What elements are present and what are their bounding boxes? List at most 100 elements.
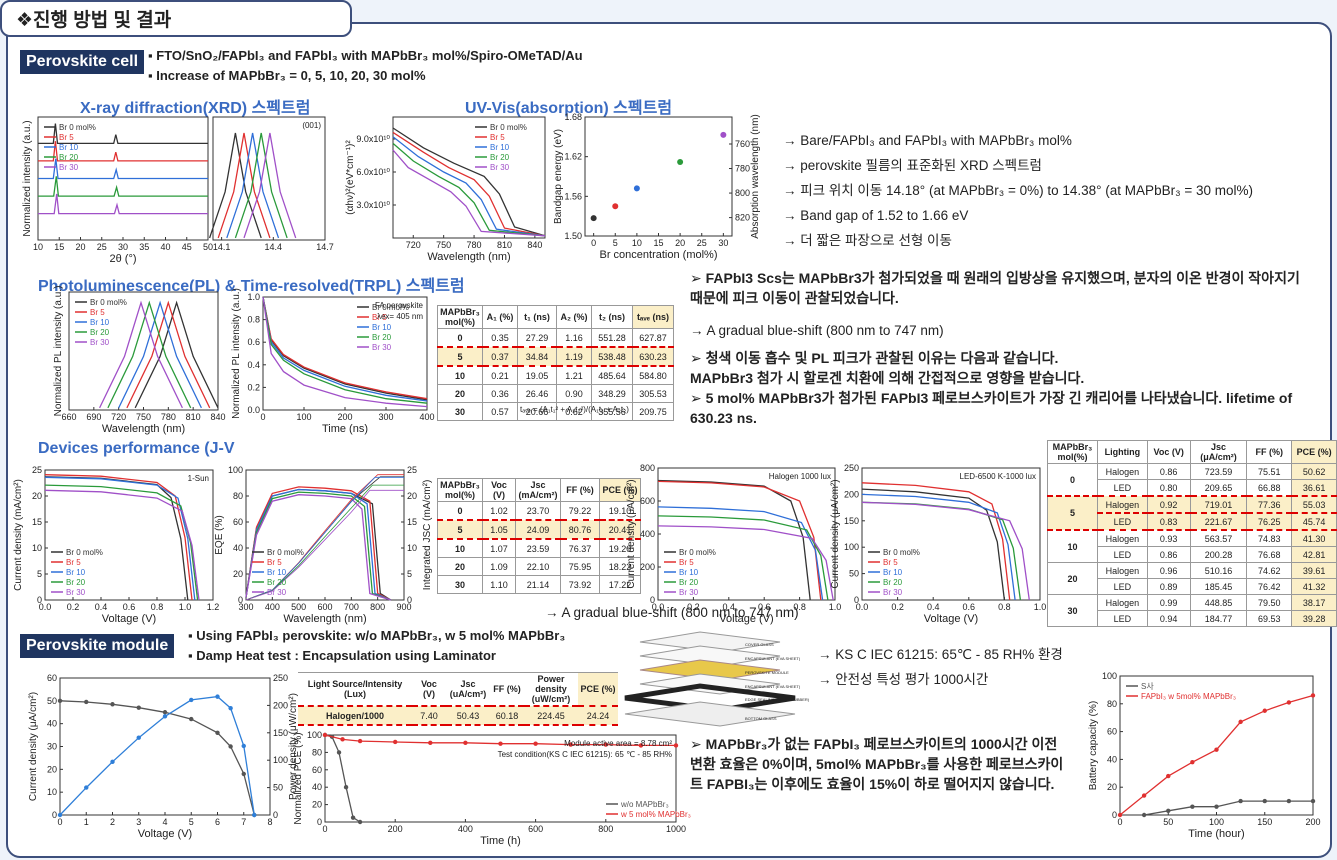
legend-label: Br 0 mol% <box>490 123 527 132</box>
data-point <box>1214 747 1219 752</box>
layer-label: ENCAPSULANT (EVA SHEET) <box>745 656 801 661</box>
header-row: MAPbBr₃ mol(%) Lighting Voc (V) Jsc (μA/cm²… <box>1047 440 1337 464</box>
series-line <box>657 480 822 601</box>
conclusion: ➢ MAPbBr₃가 없는 FAPbI₃ 페로브스카이트의 1000시간 이전 … <box>690 736 1064 792</box>
chart: 10 15 20 25 30 35 40 45 50 2θ (°) Normalized inten… <box>22 116 213 265</box>
cell: 5 <box>1047 495 1098 531</box>
header-cell: PCE (%) <box>1291 440 1337 464</box>
y2-tick-label: 250 <box>273 673 288 683</box>
y-axis-label: EQE (%) <box>214 515 225 554</box>
y-axis-label: (αhν)²(eV*cm⁻¹)² <box>345 140 356 215</box>
x-tick-label: 30 <box>118 242 128 252</box>
y-tick-label: 5 <box>37 569 42 579</box>
x-tick-label: 400 <box>265 602 280 612</box>
chart: 0.0 0.2 0.4 0.6 0.8 1.0 0 50 100 150 200 250 Voltage… <box>830 463 1046 625</box>
header-row: MAPbBr₃ mol(%) A₁ (%) t₁ (ns) A₂ (%) t₂ (ns)… <box>437 305 674 329</box>
header-cell: Jsc (μA/cm²) <box>1189 440 1248 464</box>
series-line <box>226 132 280 239</box>
y-tick-label: 200 <box>640 562 655 572</box>
cell: 21.14 <box>515 575 561 594</box>
y-tick-label: 250 <box>844 463 859 473</box>
plot-frame <box>657 467 836 601</box>
y2-axis-label: Integrated JSC (mA/cm²) <box>422 480 433 591</box>
cell: 42.81 <box>1291 546 1337 563</box>
y-tick-label: 60 <box>312 765 322 775</box>
series-line <box>134 300 219 409</box>
cell: LED <box>1096 512 1148 531</box>
x-tick-label: 400 <box>458 824 473 834</box>
header-cell: Voc (V) <box>1146 440 1191 464</box>
x-tick-label: 500 <box>291 602 306 612</box>
x-tick-label: 25 <box>697 238 707 248</box>
note: ➢ 청색 이동 흡수 및 PL 피크가 관찰된 이유는 다음과 같습니다. MA… <box>690 350 1085 386</box>
data-point <box>1286 798 1292 804</box>
x-tick-label: 0.0 <box>39 602 52 612</box>
formula: tₐᵥₑ = (A₁t₁² + A₂t₂²)/(A₁t₁ + A₂t₂) <box>520 405 629 414</box>
x-tick-label: 0 <box>260 412 265 422</box>
y-tick-label: 20 <box>47 764 57 774</box>
series-line <box>245 489 404 601</box>
series-line <box>59 695 255 816</box>
chart: 0.0 0.2 0.4 0.6 0.8 1.0 0 200 400 600 800 Voltage (… <box>626 463 841 625</box>
table-wrap: MAPbBr₃ mol(%) A₁ (%) t₁ (ns) A₂ (%) t₂ (ns)… <box>437 305 674 421</box>
x-tick-label: 1.0 <box>829 602 842 612</box>
x-tick-label: 100 <box>296 412 311 422</box>
y-tick-label: 40 <box>233 543 243 553</box>
cell: 0.86 <box>1146 463 1191 480</box>
y-tick-label: 0.4 <box>247 360 260 370</box>
y-tick-label: 800 <box>640 463 655 473</box>
series-line <box>208 132 262 239</box>
row: 5 1.05 24.09 80.76 20.41 <box>437 519 641 540</box>
cell: 10 <box>1047 529 1098 563</box>
note: → A gradual blue-shift (800 nm to 747 nm… <box>690 323 944 338</box>
data-point <box>136 735 141 740</box>
x-tick-label: 20 <box>675 238 685 248</box>
legend-label: Br 10 <box>883 568 903 577</box>
note: → 더 짧은 파장으로 선형 이동 <box>783 233 952 248</box>
plot-frame <box>584 116 733 237</box>
y-tick-label: 1.0 <box>247 292 260 302</box>
y-tick-label: 40 <box>1107 754 1117 764</box>
y-tick-label: 25 <box>32 465 42 475</box>
cell: 209.75 <box>632 402 674 421</box>
x-tick-label: 1.2 <box>207 602 220 612</box>
note: → 안전성 특성 평가 1000시간 <box>818 672 989 687</box>
y-tick-label: 600 <box>640 496 655 506</box>
y-axis-label: Current density (μA/cm²) <box>626 479 637 588</box>
y-tick-label: 0 <box>52 810 57 820</box>
series-line <box>38 193 208 215</box>
header-cell: Voc (V) <box>412 672 446 707</box>
data-point <box>357 738 363 744</box>
data-point <box>590 215 597 222</box>
x-tick-label: 3 <box>136 817 141 827</box>
series-line <box>38 158 208 180</box>
note: → perovskite 필름의 표준화된 XRD 스펙트럼 <box>783 158 1042 173</box>
data-point <box>533 741 538 746</box>
y-tick-label: 10 <box>32 543 42 553</box>
series-line <box>657 515 829 601</box>
legend-label: Br 10 <box>679 568 699 577</box>
data-point <box>1238 719 1243 725</box>
y-tick-label: 60 <box>233 517 243 527</box>
header-cell: Power density (uW/cm²) <box>524 672 578 707</box>
series-line <box>245 491 392 601</box>
legend-label: Br 0 mol% <box>59 123 96 132</box>
data-point <box>350 815 356 820</box>
legend-label: Br 5 <box>372 313 387 322</box>
y-tick-label: 40 <box>47 719 57 729</box>
x-tick-label: 300 <box>378 412 393 422</box>
bullet: ▪ Using FAPbI₃ perovskite: w/o MAPbBr₃, … <box>188 628 566 643</box>
y2-tick-label: 5 <box>407 569 412 579</box>
legend-label: Br 10 <box>490 143 510 152</box>
layer-label: EDGE SEALING (BUTYL RUBBER) <box>745 697 810 702</box>
data-point <box>673 743 679 748</box>
y-tick-label: 0 <box>37 595 42 605</box>
x-tick-label: 0.4 <box>927 602 940 612</box>
cell: 630.23 <box>632 346 674 367</box>
annotation: λex= 405 nm <box>377 312 423 321</box>
cell: 39.61 <box>1291 562 1337 579</box>
x-axis-label: Wavelength (nm) <box>427 251 510 263</box>
x-tick-label: 0 <box>57 817 62 827</box>
data-point <box>1262 708 1267 713</box>
legend-label: Br 0 mol% <box>883 548 920 557</box>
